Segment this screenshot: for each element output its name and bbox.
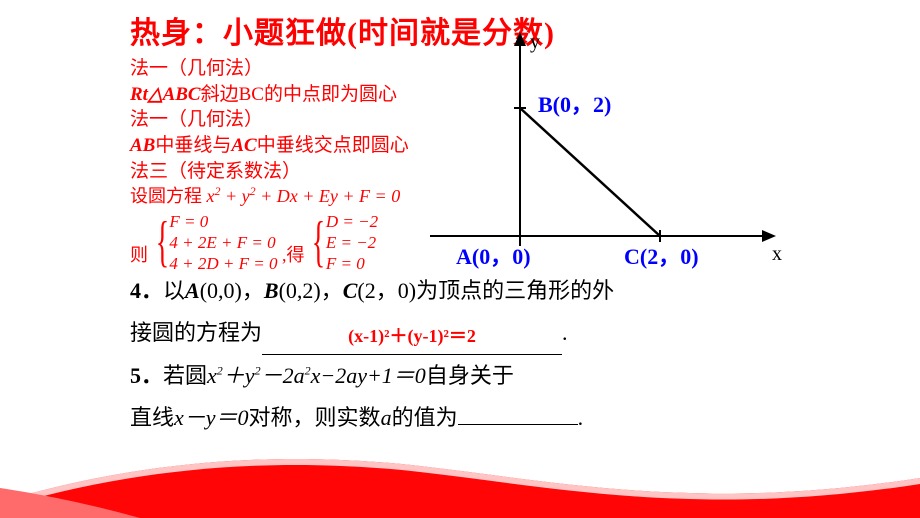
problem-4-line2: 接圆的方程为 (x-1)²＋(y-1)²＝2. xyxy=(130,312,910,355)
comma-get: ,得 xyxy=(282,244,305,264)
label-b: B(0，2) xyxy=(538,92,611,117)
p4-A: A xyxy=(185,278,200,303)
sys-row: F = 0 xyxy=(169,211,277,232)
p4-period: . xyxy=(562,320,568,345)
then: 则 xyxy=(130,244,148,264)
p5-var: a xyxy=(381,405,392,430)
p5-a: 若圆 xyxy=(163,363,207,388)
p4-a: 以 xyxy=(163,278,185,303)
p5-eq: x2＋y2－2a2x−2ay+1＝0 xyxy=(207,363,426,388)
ac: AC xyxy=(231,135,256,156)
p4-num: 4． xyxy=(130,278,163,303)
p5-l2eq: x－y＝0 xyxy=(174,405,249,430)
rt-abc: Rt△ABC xyxy=(130,84,201,105)
sys-row: 4 + 2E + F = 0 xyxy=(169,232,277,253)
label-c: C(2，0) xyxy=(624,244,699,269)
x-label: x xyxy=(772,243,782,265)
problem-5-line2: 直线x－y＝0对称，则实数a的值为. xyxy=(130,397,910,439)
problem-5-line1: 5．若圆x2＋y2－2a2x−2ay+1＝0自身关于 xyxy=(130,355,910,397)
p5-period: . xyxy=(578,405,584,430)
p4-Acoord: (0,0)， xyxy=(200,278,264,303)
m1-rest: 斜边BC的中点即为圆心 xyxy=(201,84,397,105)
p4-answer: (x-1)²＋(y-1)²＝2 xyxy=(348,326,476,346)
brace-left-2: { xyxy=(312,214,325,270)
label-a: A(0，0) xyxy=(456,244,531,269)
sys-row: E = −2 xyxy=(326,232,378,253)
p5-l2a: 直线 xyxy=(130,405,174,430)
p4-blank: (x-1)²＋(y-1)²＝2 xyxy=(262,312,562,355)
m2-rest: 中垂线交点即圆心 xyxy=(257,135,409,156)
p5-l2b: 对称，则实数 xyxy=(249,405,381,430)
p5-blank xyxy=(458,424,578,425)
sys-right: D = −2 E = −2 F = 0 xyxy=(326,211,378,275)
p4-Bcoord: (0,2)， xyxy=(279,278,343,303)
problem-4-line1: 4．以A(0,0)，B(0,2)，C(2，0)为顶点的三角形的外 xyxy=(130,270,910,312)
ab: AB xyxy=(130,135,155,156)
y-label: y xyxy=(530,31,540,53)
p4-Ccoord: (2，0) xyxy=(357,278,416,303)
segment-bc xyxy=(520,108,660,236)
eq-label: 设圆方程 xyxy=(130,186,202,206)
p5-b: 自身关于 xyxy=(426,363,514,388)
p4-l2a: 接圆的方程为 xyxy=(130,320,262,345)
p4-C: C xyxy=(343,278,358,303)
p4-b: 为顶点的三角形的外 xyxy=(416,278,614,303)
m2-mid: 中垂线与 xyxy=(155,135,231,156)
bottom-banner xyxy=(0,448,920,518)
sys-left: F = 0 4 + 2E + F = 0 4 + 2D + F = 0 xyxy=(169,211,277,275)
p4-B: B xyxy=(264,278,279,303)
coordinate-graph: y x B(0，2) A(0，0) C(2，0) xyxy=(450,36,790,276)
p5-num: 5． xyxy=(130,363,163,388)
sys-row: D = −2 xyxy=(326,211,378,232)
circle-eq: x2 + y2 + Dx + Ey + F = 0 xyxy=(207,186,401,206)
p5-l2c: 的值为 xyxy=(392,405,458,430)
brace-left-1: { xyxy=(155,214,168,270)
x-arrow xyxy=(762,230,776,242)
